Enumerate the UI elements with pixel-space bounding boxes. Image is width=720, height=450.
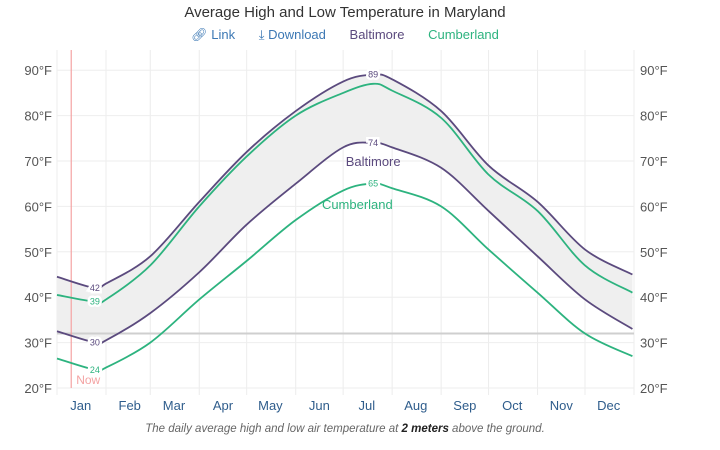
data-label: 89	[368, 70, 378, 80]
download-label: Download	[268, 27, 326, 42]
caption-bold: 2 meters	[401, 423, 449, 435]
link-button[interactable]: 🔗︎ Link	[191, 27, 239, 42]
data-label: 24	[90, 365, 100, 375]
legend-cumberland[interactable]: Cumberland	[428, 27, 499, 42]
data-label: 30	[90, 338, 100, 348]
series-line-baltimore-high	[56, 73, 633, 290]
y-tick-label-right: 50°F	[640, 245, 668, 260]
y-tick-label-right: 80°F	[640, 109, 668, 124]
x-tick-label: Mar	[163, 398, 186, 413]
x-tick-label: Nov	[550, 398, 574, 413]
caption-text-2: above the ground.	[448, 423, 545, 435]
x-tick-label: Jun	[309, 398, 330, 413]
y-tick-label-left: 30°F	[24, 336, 52, 351]
y-tick-label-right: 60°F	[640, 199, 668, 214]
series-line-baltimore-low	[56, 141, 633, 345]
y-tick-label-left: 50°F	[24, 245, 52, 260]
chart-caption: The daily average high and low air tempe…	[0, 423, 690, 435]
y-tick-label-right: 20°F	[640, 381, 668, 396]
download-button[interactable]: ⤓ Download	[259, 27, 330, 42]
x-tick-label: May	[258, 398, 283, 413]
y-tick-label-left: 70°F	[24, 154, 52, 169]
link-icon: 🔗︎	[191, 27, 208, 42]
y-tick-label-right: 40°F	[640, 290, 668, 305]
chart-legend: 🔗︎ Link ⤓ Download Baltimore Cumberland	[0, 27, 690, 43]
now-label: Now	[76, 373, 100, 387]
y-tick-label-left: 40°F	[24, 290, 52, 305]
y-tick-label-left: 90°F	[24, 63, 52, 78]
x-tick-label: Jul	[359, 398, 376, 413]
y-tick-label-right: 90°F	[640, 63, 668, 78]
x-tick-label: Feb	[119, 398, 141, 413]
data-label: 65	[368, 179, 378, 189]
y-tick-label-left: 20°F	[24, 381, 52, 396]
y-tick-label-left: 60°F	[24, 199, 52, 214]
x-tick-label: Aug	[404, 398, 427, 413]
y-tick-label-right: 30°F	[640, 336, 668, 351]
y-tick-label-right: 70°F	[640, 154, 668, 169]
baltimore-range-band	[57, 74, 633, 344]
series-label: Cumberland	[322, 197, 393, 212]
download-icon: ⤓	[258, 27, 265, 42]
x-tick-label: Oct	[502, 398, 523, 413]
x-tick-label: Sep	[453, 398, 476, 413]
link-label: Link	[211, 27, 236, 42]
series-line-cumberland-high	[56, 82, 633, 305]
chart-title: Average High and Low Temperature in Mary…	[184, 4, 506, 21]
legend-baltimore[interactable]: Baltimore	[349, 27, 405, 42]
series-line-cumberland-low	[56, 182, 633, 372]
x-tick-label: Apr	[213, 398, 234, 413]
data-label: 42	[90, 283, 100, 293]
series-label: Baltimore	[346, 154, 401, 169]
data-label: 39	[90, 297, 100, 307]
caption-text-1: The daily average high and low air tempe…	[145, 423, 402, 435]
x-tick-label: Jan	[70, 398, 91, 413]
data-label: 74	[368, 138, 378, 148]
x-tick-label: Dec	[597, 398, 621, 413]
y-tick-label-left: 80°F	[24, 109, 52, 124]
